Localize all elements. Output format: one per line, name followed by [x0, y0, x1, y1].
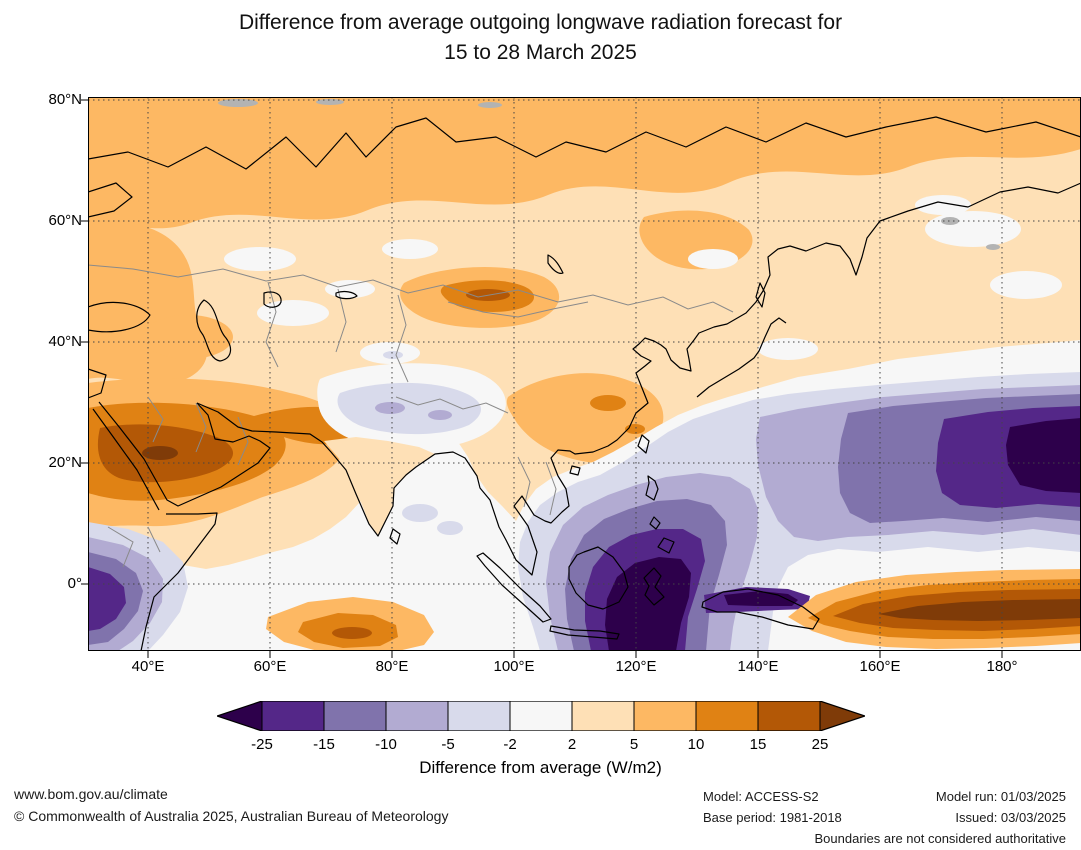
footer-model: Model: ACCESS-S2 — [703, 789, 819, 804]
colorbar-tick-label: 25 — [811, 736, 829, 753]
x-axis-label-140e: 140°E — [737, 658, 779, 675]
colorbar-tick-label: 15 — [749, 736, 767, 753]
borders-layer — [88, 264, 734, 568]
colorbar-svg — [215, 700, 867, 732]
footer-base-period: Base period: 1981-2018 — [703, 810, 842, 825]
coastlines-layer — [88, 116, 1081, 651]
x-axis-label-160e: 160°E — [859, 658, 901, 675]
y-axis-label-80n: 80°N — [48, 91, 82, 108]
map-svg — [81, 97, 1081, 658]
colorbar-tick-label: -5 — [441, 736, 455, 753]
colorbar-tick-label: -25 — [251, 736, 273, 753]
map-canvas — [81, 97, 1081, 658]
footer-copyright: © Commonwealth of Australia 2025, Austra… — [14, 808, 449, 824]
footer-website: www.bom.gov.au/climate — [14, 786, 168, 802]
title-line-2: 15 to 28 March 2025 — [444, 41, 637, 65]
page-title: Difference from average outgoing longwav… — [0, 8, 1081, 69]
y-axis-label-20n: 20°N — [48, 454, 82, 471]
colorbar-ticks: -25 -15 -10 -5 -2 2 5 10 15 25 — [217, 736, 865, 756]
anomaly-field — [88, 97, 1081, 651]
colorbar-tick-label: 10 — [687, 736, 705, 753]
y-axis-label-40n: 40°N — [48, 333, 82, 350]
x-axis-label-40e: 40°E — [131, 658, 165, 675]
axis-ticks — [81, 99, 1003, 658]
footer-boundaries-note: Boundaries are not considered authoritat… — [814, 831, 1067, 846]
title-line-1: Difference from average outgoing longwav… — [238, 11, 843, 34]
colorbar-tick-label: -2 — [503, 736, 517, 753]
colorbar-caption: Difference from average (W/m2) — [419, 758, 662, 777]
gridlines — [88, 97, 1081, 651]
x-axis-label-80e: 80°E — [375, 658, 409, 675]
colorbar-tick-label: -15 — [313, 736, 335, 753]
x-axis-label-120e: 120°E — [615, 658, 657, 675]
footer-issued: Issued: 03/03/2025 — [955, 810, 1066, 825]
x-axis-label-100e: 100°E — [493, 658, 535, 675]
x-axis-label-60e: 60°E — [253, 658, 287, 675]
colorbar-tick-label: 5 — [629, 736, 639, 753]
colorbar — [215, 700, 867, 736]
x-axis-label-180: 180° — [986, 658, 1018, 675]
footer-model-run: Model run: 01/03/2025 — [935, 789, 1066, 804]
colorbar-tick-label: 2 — [567, 736, 577, 753]
y-axis-label-0: 0° — [67, 575, 82, 592]
y-axis-label-60n: 60°N — [48, 212, 82, 229]
colorbar-tick-label: -10 — [375, 736, 397, 753]
